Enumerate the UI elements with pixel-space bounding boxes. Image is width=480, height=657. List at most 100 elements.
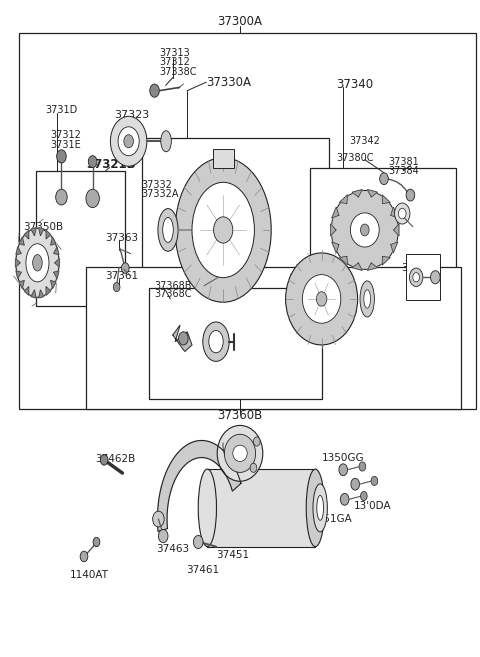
Text: 37321B: 37321B (86, 158, 136, 171)
Circle shape (93, 537, 100, 547)
Circle shape (86, 189, 99, 208)
Circle shape (158, 530, 168, 543)
Text: 37332A: 37332A (142, 189, 179, 199)
Ellipse shape (316, 292, 327, 306)
Text: 37461: 37461 (186, 565, 219, 576)
Polygon shape (16, 271, 21, 279)
Bar (406, 254, 440, 300)
Text: 37380C: 37380C (336, 152, 373, 163)
Ellipse shape (33, 255, 42, 271)
Text: 1351GA: 1351GA (311, 514, 353, 524)
Polygon shape (51, 281, 56, 288)
Text: 3731D: 3731D (46, 105, 78, 116)
Text: 37350B: 37350B (23, 221, 63, 232)
Circle shape (118, 127, 139, 156)
Text: 37312: 37312 (159, 57, 190, 68)
Circle shape (56, 189, 67, 205)
Circle shape (253, 437, 260, 446)
Circle shape (351, 478, 360, 490)
Circle shape (113, 283, 120, 292)
Bar (142, 138, 329, 325)
Bar (213, 149, 234, 168)
Ellipse shape (175, 158, 271, 302)
Text: 37369B: 37369B (215, 260, 252, 271)
Polygon shape (394, 224, 399, 236)
Polygon shape (55, 259, 60, 267)
Ellipse shape (16, 229, 59, 297)
Ellipse shape (233, 445, 247, 462)
Circle shape (179, 332, 188, 345)
Circle shape (88, 156, 97, 168)
Circle shape (121, 263, 129, 273)
Ellipse shape (306, 469, 324, 547)
Ellipse shape (225, 434, 255, 472)
Polygon shape (15, 259, 20, 267)
Text: 37463: 37463 (156, 543, 189, 554)
Text: 1350GG: 1350GG (322, 453, 364, 463)
Ellipse shape (26, 244, 49, 282)
Polygon shape (332, 242, 339, 253)
Polygon shape (331, 224, 336, 236)
Text: 37312: 37312 (50, 129, 81, 140)
Polygon shape (46, 231, 51, 239)
Polygon shape (51, 237, 56, 245)
Circle shape (57, 150, 66, 163)
Polygon shape (31, 227, 36, 236)
Polygon shape (391, 242, 398, 253)
Ellipse shape (214, 217, 233, 243)
Polygon shape (382, 256, 390, 265)
Polygon shape (391, 207, 398, 218)
Circle shape (150, 84, 159, 97)
Polygon shape (157, 440, 241, 532)
Circle shape (398, 208, 406, 219)
Bar (36, 171, 125, 306)
Ellipse shape (217, 426, 263, 482)
Text: 37367B: 37367B (288, 274, 328, 284)
Text: 37323: 37323 (114, 110, 149, 120)
Bar (86, 267, 461, 409)
Circle shape (110, 116, 147, 166)
Text: 37340: 37340 (336, 78, 373, 91)
Circle shape (339, 464, 348, 476)
Bar (19, 33, 476, 409)
Ellipse shape (203, 322, 229, 361)
Ellipse shape (313, 484, 327, 532)
Ellipse shape (163, 217, 173, 242)
Polygon shape (367, 263, 377, 271)
Text: 37451: 37451 (216, 550, 249, 560)
Polygon shape (332, 207, 339, 218)
Text: 37332: 37332 (142, 180, 172, 191)
Ellipse shape (158, 209, 178, 252)
Polygon shape (382, 195, 390, 204)
Text: 13'0DA: 13'0DA (354, 501, 392, 511)
Circle shape (193, 535, 203, 549)
Polygon shape (39, 290, 44, 298)
Text: 37342: 37342 (349, 136, 380, 147)
Ellipse shape (209, 330, 223, 353)
Text: 1140AT: 1140AT (70, 570, 108, 580)
Text: 37313: 37313 (159, 47, 190, 58)
Ellipse shape (331, 191, 398, 269)
Ellipse shape (360, 224, 369, 236)
Ellipse shape (350, 213, 379, 247)
Ellipse shape (364, 290, 371, 308)
Circle shape (409, 268, 423, 286)
Ellipse shape (286, 253, 358, 345)
Circle shape (406, 189, 415, 201)
Text: 37360B: 37360B (217, 409, 263, 422)
Polygon shape (46, 286, 51, 295)
Text: 37334: 37334 (197, 187, 230, 197)
Polygon shape (19, 281, 24, 288)
Text: 37338C: 37338C (159, 67, 197, 78)
Circle shape (100, 455, 108, 465)
Ellipse shape (192, 183, 254, 277)
Ellipse shape (317, 495, 324, 520)
Polygon shape (19, 237, 24, 245)
Polygon shape (16, 247, 21, 255)
Text: 37381: 37381 (389, 157, 420, 168)
Circle shape (250, 463, 257, 472)
Polygon shape (24, 286, 29, 295)
Polygon shape (339, 256, 348, 265)
Polygon shape (39, 227, 44, 236)
Circle shape (380, 173, 388, 185)
